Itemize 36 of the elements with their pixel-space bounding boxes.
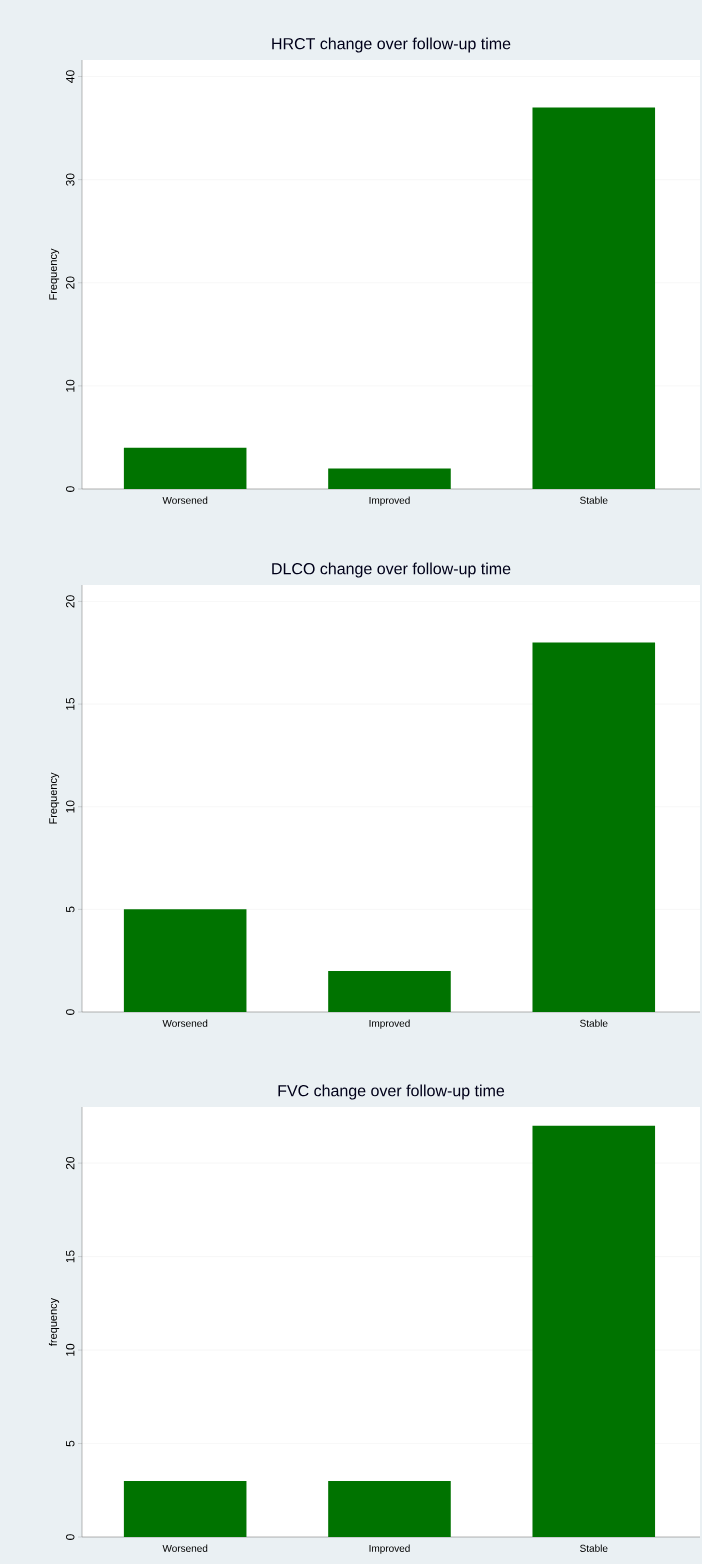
x-tick-label: Stable	[580, 1544, 608, 1552]
y-tick-label: 10	[65, 1343, 75, 1356]
x-tick-label: Worsened	[162, 1544, 208, 1552]
y-tick-label: 10	[65, 379, 75, 392]
y-tick-label: 0	[65, 1009, 75, 1015]
chart-title: DLCO change over follow-up time	[272, 562, 511, 578]
bar	[532, 642, 656, 1013]
y-tick-label: 5	[66, 1440, 75, 1447]
y-tick-label: 20	[65, 1156, 75, 1170]
bar	[123, 447, 247, 490]
y-axis-title: Frequency	[49, 772, 60, 824]
bar	[328, 468, 451, 490]
bar	[532, 107, 656, 490]
y-tick-label: 15	[66, 1250, 75, 1263]
bar	[328, 970, 451, 1013]
x-tick-label: Worsened	[162, 1019, 208, 1027]
x-tick-label: Improved	[369, 1544, 410, 1554]
chart-title: HRCT change over follow-up time	[272, 37, 511, 53]
y-tick-label: 40	[65, 70, 75, 83]
x-tick-label: Improved	[369, 1019, 410, 1029]
x-tick-label: Worsened	[162, 496, 208, 504]
y-axis-title: Frequency	[49, 248, 60, 300]
x-tick-label: Improved	[369, 496, 410, 506]
y-tick-label: 10	[65, 800, 75, 813]
y-tick-label: 0	[65, 486, 75, 492]
y-axis-title: frequency	[48, 1297, 60, 1347]
y-tick-label: 15	[66, 697, 75, 710]
y-tick-label: 20	[65, 276, 75, 289]
chart-title: FVC change over follow-up time	[278, 1084, 505, 1100]
y-tick-label: 20	[65, 595, 75, 608]
x-tick-label: Stable	[580, 1019, 608, 1027]
x-tick-label: Stable	[580, 496, 608, 504]
y-tick-label: 30	[65, 173, 75, 186]
y-tick-label: 0	[65, 1534, 75, 1540]
y-tick-label: 5	[66, 906, 75, 913]
bar	[123, 909, 247, 1013]
